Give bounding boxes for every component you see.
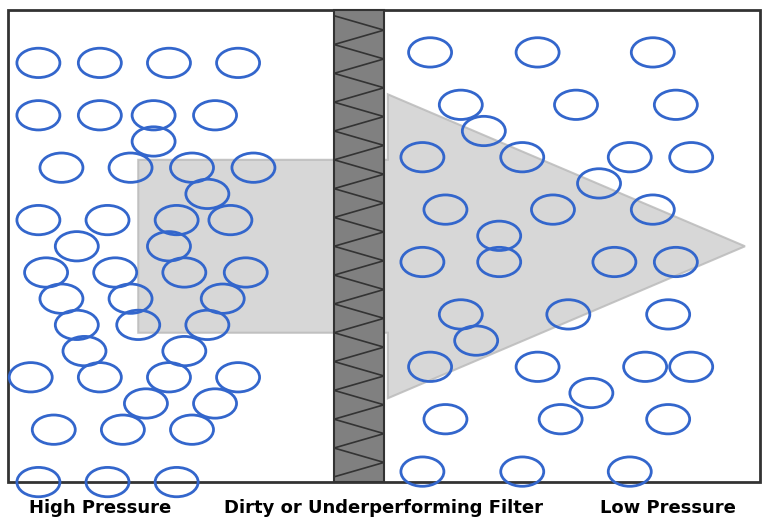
Text: Dirty or Underperforming Filter: Dirty or Underperforming Filter [224, 499, 544, 517]
Bar [334, 10, 384, 482]
Polygon shape [138, 94, 745, 398]
Text: Low Pressure: Low Pressure [601, 499, 736, 517]
Text: High Pressure: High Pressure [28, 499, 171, 517]
